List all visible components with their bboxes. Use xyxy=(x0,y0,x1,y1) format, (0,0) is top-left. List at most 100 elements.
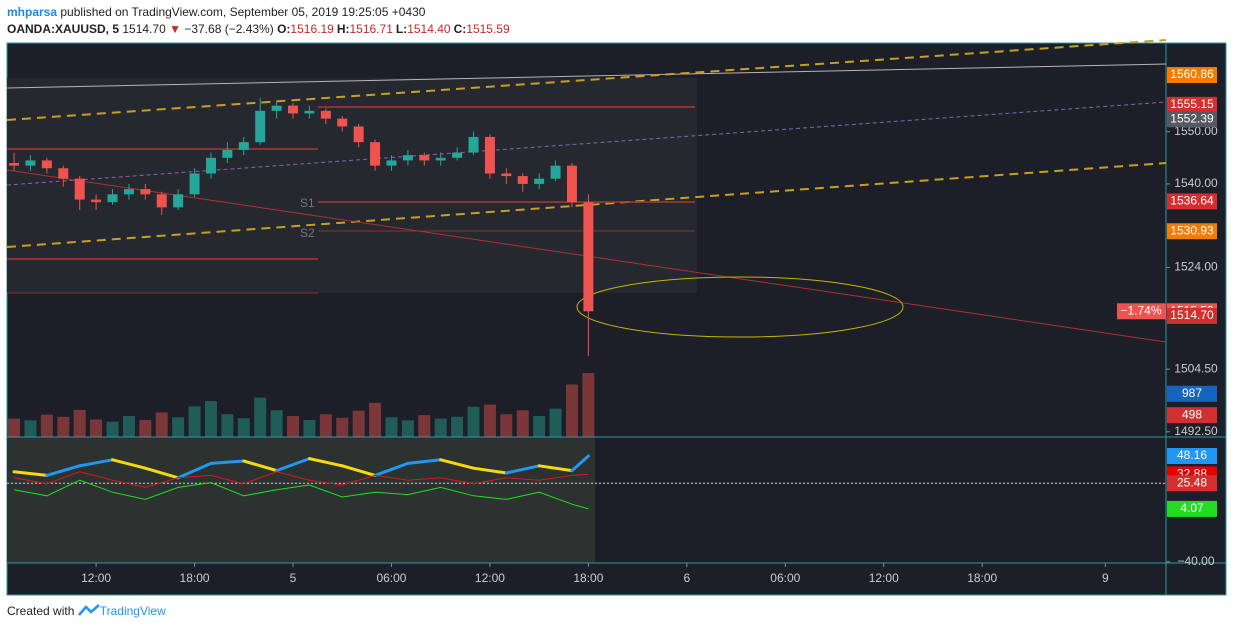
ohlc: O:1516.19 H:1516.71 L:1514.40 C:1515.59 xyxy=(277,22,513,36)
price-tag-label: 1555.15 xyxy=(1170,97,1214,111)
price-tag xyxy=(1167,96,1217,113)
volume-bar xyxy=(401,420,414,437)
y-tick-label: 1540.00 xyxy=(1174,176,1218,190)
candle-body xyxy=(74,178,85,200)
chart: S1 S2 12:00 18:00 5 06:00 12:00 18:00 6 06:00 12… xyxy=(6,39,1227,596)
candle-body xyxy=(9,163,20,166)
footer-text: Created with xyxy=(7,604,75,618)
candle-body xyxy=(156,194,167,208)
candle-body xyxy=(484,136,495,174)
candle-body xyxy=(222,149,233,158)
price-tag-label: 1514.70 xyxy=(1170,308,1214,322)
volume-bar xyxy=(549,408,562,437)
logo xyxy=(77,604,100,616)
candle-body xyxy=(419,155,430,161)
levels xyxy=(7,106,695,294)
price-tag-label: 498 xyxy=(1182,407,1202,421)
last: 1514.70 xyxy=(122,22,166,36)
indicator-segment xyxy=(406,458,443,465)
volume-bar xyxy=(172,417,185,437)
y-tick-label: −40.00 xyxy=(1177,554,1214,568)
volume-bar xyxy=(369,402,382,437)
volume-bar xyxy=(270,410,283,437)
x-tick-label: 6 xyxy=(684,571,691,585)
volume-bar xyxy=(221,414,234,437)
volume-bar xyxy=(73,409,86,437)
ohlc-value: 1516.19 xyxy=(290,22,334,36)
published: published on TradingView.com, September … xyxy=(60,5,426,19)
volume-bar xyxy=(139,419,152,437)
ellipse xyxy=(576,276,904,338)
x-tick-label: 18:00 xyxy=(573,571,603,585)
candle-body xyxy=(517,176,528,184)
channel-line xyxy=(6,162,1167,248)
price-tag-label: 25.48 xyxy=(1177,475,1207,489)
candle-body xyxy=(468,136,479,153)
ohlc-label: H: xyxy=(336,22,350,36)
price-tag xyxy=(1167,500,1217,517)
indicator-segment xyxy=(373,461,410,477)
volume-bar xyxy=(582,373,595,437)
candle-body xyxy=(370,142,381,166)
volume-bar xyxy=(418,415,431,437)
volume-bar xyxy=(565,384,578,437)
candle-body xyxy=(271,105,282,111)
price-tag xyxy=(1167,67,1217,84)
candle-body xyxy=(452,152,463,158)
candle-body xyxy=(255,110,266,143)
candle-body xyxy=(25,160,36,166)
candle-body xyxy=(386,160,397,166)
volume-bar xyxy=(319,414,332,437)
volume-bar xyxy=(467,406,480,437)
price-tag xyxy=(1167,193,1217,210)
candle-body xyxy=(550,165,561,179)
price-tag xyxy=(1167,223,1217,240)
candle-body xyxy=(238,142,249,150)
volume-bar xyxy=(40,414,53,437)
indicator-segment xyxy=(570,454,590,473)
indicator-segment xyxy=(537,464,574,473)
volume-bar xyxy=(57,416,70,437)
volume-bar xyxy=(24,420,37,437)
y-tick-label: 1492.50 xyxy=(1174,424,1218,438)
indicator-line xyxy=(13,471,589,488)
volume-bar xyxy=(237,418,250,437)
volume-bar xyxy=(106,421,119,437)
indicator-segment xyxy=(45,464,82,477)
header-line: mhparsa published on TradingView.com, Se… xyxy=(7,5,425,19)
volume-bar xyxy=(188,406,201,437)
price-tag xyxy=(1167,475,1217,492)
indicator-line xyxy=(13,479,589,510)
candle-body xyxy=(353,126,364,143)
price-tag xyxy=(1167,407,1217,424)
zone xyxy=(7,78,697,293)
y-tick-label: 1524.00 xyxy=(1174,260,1218,274)
x-tick-label: 12:00 xyxy=(81,571,111,585)
volume-bar xyxy=(483,404,496,437)
volume-bar xyxy=(303,419,316,437)
candle-body xyxy=(107,194,118,203)
price-tag xyxy=(1167,111,1217,128)
volume-bar xyxy=(516,410,529,437)
volume-bar xyxy=(500,414,513,437)
candle-body xyxy=(140,189,151,195)
volume-bar xyxy=(336,417,349,437)
channel-line xyxy=(6,39,1167,121)
volume-bar xyxy=(155,412,168,437)
x-tick-label: 12:00 xyxy=(869,571,899,585)
x-tick-label: 06:00 xyxy=(770,571,800,585)
price-tag-label: 48.16 xyxy=(1177,448,1207,462)
candle-body xyxy=(435,157,446,161)
indicator-segment xyxy=(209,459,246,465)
price-tag-label: 987 xyxy=(1182,386,1202,400)
indicator-segment xyxy=(242,459,279,473)
y-tick-label: 1550.00 xyxy=(1174,124,1218,138)
indicator-segment xyxy=(78,458,115,468)
indicator-segment xyxy=(439,458,476,470)
ohlc-value: 1514.40 xyxy=(407,22,451,36)
ohlc-value: 1515.59 xyxy=(466,22,510,36)
volume-bar xyxy=(352,410,365,437)
volume-bar xyxy=(533,415,546,437)
price-tag xyxy=(1167,448,1217,465)
